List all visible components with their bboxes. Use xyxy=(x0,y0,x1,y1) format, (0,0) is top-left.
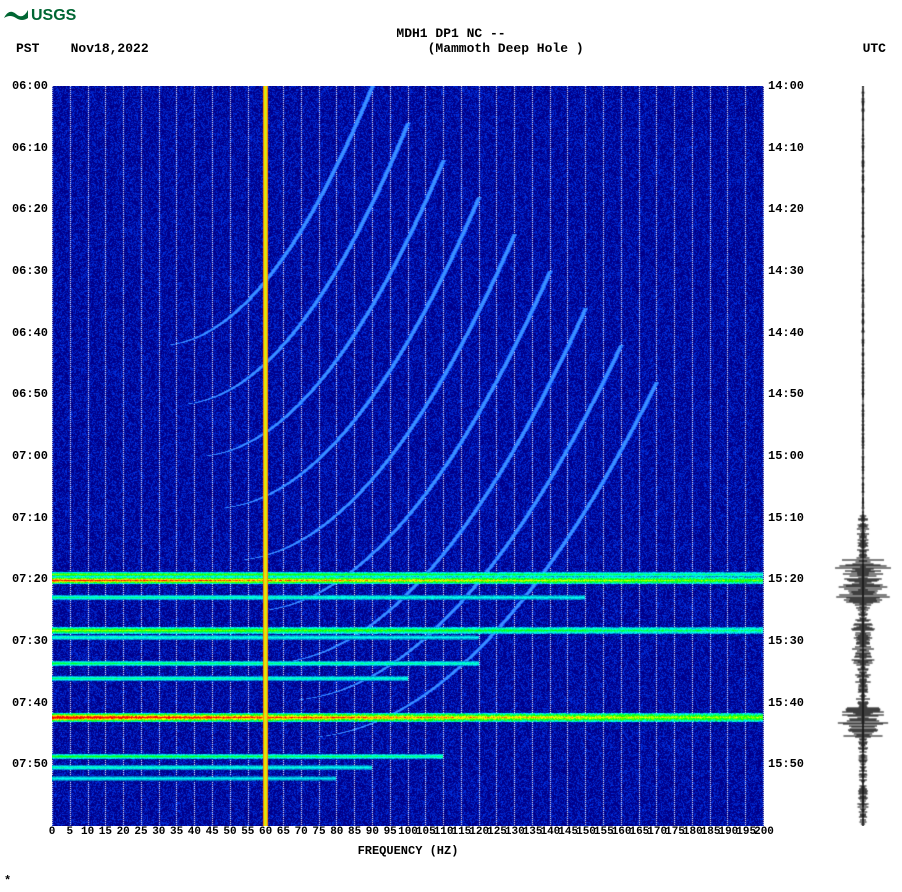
pst-tick: 07:50 xyxy=(12,757,48,771)
spectrogram-plot xyxy=(52,86,764,826)
utc-tick: 14:00 xyxy=(768,79,804,93)
utc-tick: 15:30 xyxy=(768,634,804,648)
usgs-logo: USGS xyxy=(4,4,76,27)
station-name: (Mammoth Deep Hole ) xyxy=(428,41,584,56)
pst-tick: 07:20 xyxy=(12,572,48,586)
utc-tick: 15:40 xyxy=(768,696,804,710)
station-id: MDH1 DP1 NC -- xyxy=(0,26,902,41)
waveform-canvas xyxy=(832,86,894,826)
waveform-sidebar xyxy=(832,86,894,826)
time-axis-pst: 06:0006:1006:2006:3006:4006:5007:0007:10… xyxy=(0,86,52,826)
frequency-axis-label: FREQUENCY (HZ) xyxy=(52,844,764,858)
plot-header: MDH1 DP1 NC -- PST Nov18,2022 (Mammoth D… xyxy=(0,26,902,56)
freq-tick: 70 xyxy=(295,826,308,838)
utc-tick: 14:10 xyxy=(768,141,804,155)
freq-tick: 25 xyxy=(134,826,147,838)
time-axis-utc: 14:0014:1014:2014:3014:4014:5015:0015:10… xyxy=(764,86,824,826)
freq-tick: 40 xyxy=(188,826,201,838)
utc-tick: 14:40 xyxy=(768,326,804,340)
pst-tick: 07:10 xyxy=(12,511,48,525)
freq-tick: 30 xyxy=(152,826,165,838)
left-timezone: PST xyxy=(16,41,39,56)
pst-tick: 07:00 xyxy=(12,449,48,463)
freq-tick: 60 xyxy=(259,826,272,838)
freq-tick: 45 xyxy=(206,826,219,838)
freq-tick: 0 xyxy=(49,826,56,838)
usgs-wave-icon xyxy=(4,4,28,27)
utc-tick: 14:50 xyxy=(768,387,804,401)
freq-tick: 20 xyxy=(117,826,130,838)
pst-tick: 06:00 xyxy=(12,79,48,93)
utc-tick: 15:50 xyxy=(768,757,804,771)
freq-tick: 50 xyxy=(223,826,236,838)
freq-tick: 95 xyxy=(384,826,397,838)
pst-tick: 06:30 xyxy=(12,264,48,278)
frequency-axis-ticks: 0510152025303540455055606570758085909510… xyxy=(52,826,764,846)
header-date: Nov18,2022 xyxy=(71,41,149,56)
utc-tick: 14:30 xyxy=(768,264,804,278)
freq-tick: 35 xyxy=(170,826,183,838)
freq-tick: 85 xyxy=(348,826,361,838)
right-timezone: UTC xyxy=(863,41,886,56)
freq-tick: 80 xyxy=(330,826,343,838)
utc-tick: 15:00 xyxy=(768,449,804,463)
pst-tick: 06:10 xyxy=(12,141,48,155)
spectrogram-canvas xyxy=(52,86,764,826)
pst-tick: 06:20 xyxy=(12,202,48,216)
freq-tick: 55 xyxy=(241,826,254,838)
footnote: * xyxy=(4,874,11,888)
pst-tick: 06:40 xyxy=(12,326,48,340)
freq-tick: 75 xyxy=(312,826,325,838)
freq-tick: 10 xyxy=(81,826,94,838)
usgs-logo-text: USGS xyxy=(31,7,76,25)
pst-tick: 06:50 xyxy=(12,387,48,401)
pst-tick: 07:40 xyxy=(12,696,48,710)
freq-tick: 200 xyxy=(754,826,774,838)
freq-tick: 15 xyxy=(99,826,112,838)
utc-tick: 15:20 xyxy=(768,572,804,586)
pst-tick: 07:30 xyxy=(12,634,48,648)
freq-tick: 90 xyxy=(366,826,379,838)
utc-tick: 15:10 xyxy=(768,511,804,525)
utc-tick: 14:20 xyxy=(768,202,804,216)
freq-tick: 5 xyxy=(66,826,73,838)
freq-tick: 65 xyxy=(277,826,290,838)
